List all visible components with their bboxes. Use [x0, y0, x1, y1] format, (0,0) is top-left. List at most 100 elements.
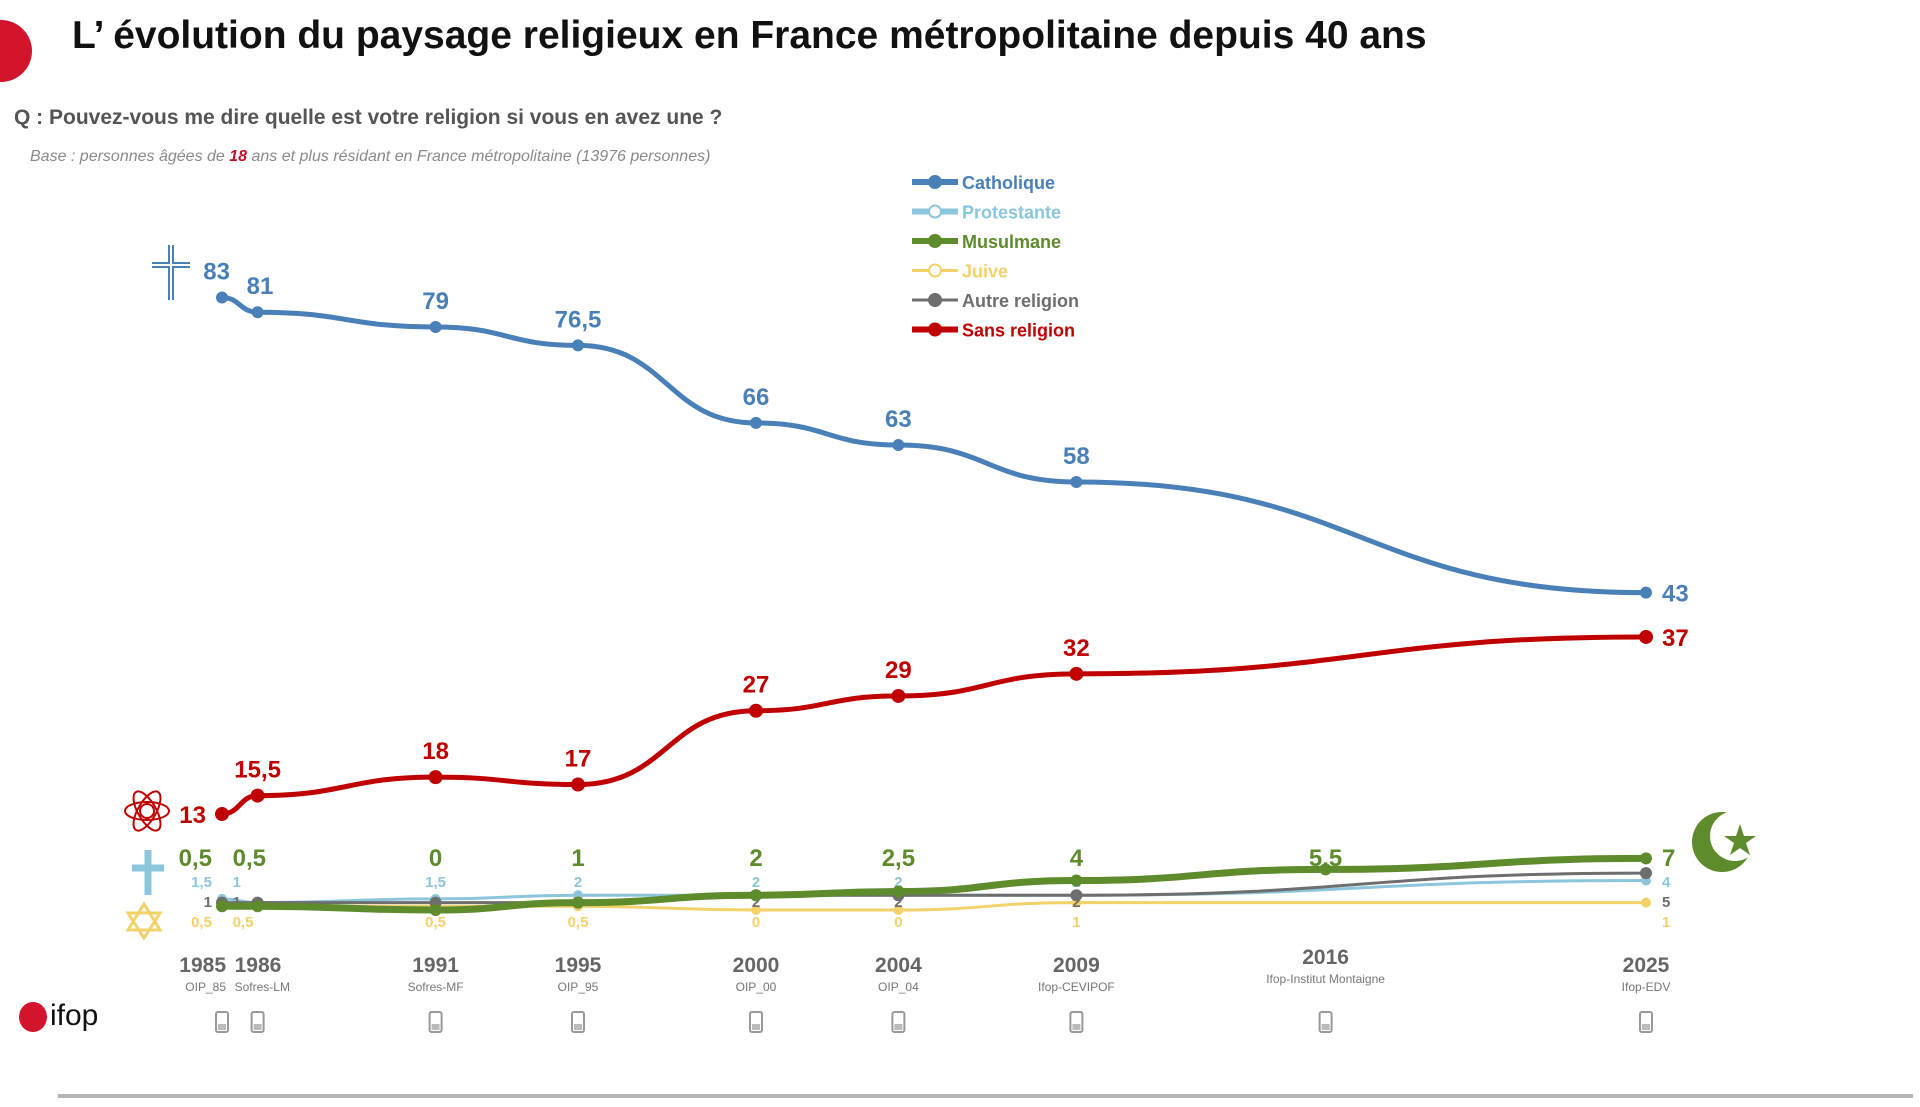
source-label: Sofres-MF [408, 980, 464, 994]
data-point [1640, 867, 1652, 880]
crescent-star [1724, 824, 1756, 855]
legend-star-of-david-icon [928, 263, 942, 278]
data-point [251, 900, 264, 913]
source-label: Ifop-Institut Montaigne [1266, 972, 1385, 986]
data-label: 29 [885, 657, 912, 684]
data-label: 76,5 [555, 306, 602, 333]
data-label: 4 [1070, 845, 1084, 872]
x-tick-label: 1995 [555, 954, 602, 977]
legend-label: Protestante [962, 203, 1061, 223]
page-title: L’ évolution du paysage religieux en Fra… [72, 14, 1427, 57]
phone-icon [891, 1011, 906, 1033]
source-label: OIP_95 [558, 980, 599, 994]
data-label: 66 [743, 384, 770, 411]
data-point [216, 291, 228, 304]
data-label: 1 [431, 894, 439, 911]
phone-icon [749, 1011, 763, 1033]
source-label: Ifop-CEVIPOF [1038, 980, 1115, 994]
data-label: 1 [204, 894, 212, 911]
phone-icon [571, 1011, 585, 1033]
phone-icon-keys [1642, 1024, 1650, 1030]
phone-icon [428, 1011, 443, 1033]
data-point [1070, 874, 1083, 887]
phone-icon-keys [218, 1024, 226, 1030]
data-point [1640, 586, 1652, 599]
data-point [429, 904, 442, 916]
data-point [892, 885, 905, 898]
data-label: 2,5 [882, 845, 915, 872]
data-label: 43 [1662, 581, 1689, 608]
legend-label: Juive [962, 262, 1008, 282]
legend-atom-icon [928, 322, 942, 337]
data-label: 0,5 [233, 914, 254, 931]
series-line-catholique [219, 294, 1649, 596]
data-point [216, 900, 228, 913]
source-label: OIP_04 [878, 980, 919, 994]
atom-orbit [132, 790, 162, 832]
footer-divider [58, 1094, 1913, 1098]
data-label: 0,5 [425, 914, 446, 931]
data-label: 27 [743, 672, 770, 699]
data-point [1319, 863, 1332, 876]
data-label: 1 [233, 874, 241, 891]
data-point [428, 770, 443, 785]
data-label: 4 [1662, 874, 1671, 891]
source-label: OIP_85 [185, 980, 226, 994]
source-label: Sofres-LM [235, 980, 290, 994]
data-point [572, 339, 584, 352]
phone-icon-keys [752, 1024, 760, 1030]
data-point [429, 320, 442, 333]
data-point [250, 788, 265, 803]
data-label: 17 [565, 746, 592, 773]
data-label: 0 [429, 845, 442, 872]
phone-icon-keys [894, 1024, 903, 1030]
atom-orbit [124, 801, 170, 821]
data-label: 0,5 [568, 914, 589, 931]
data-point [892, 439, 905, 452]
x-tick-label: 2000 [733, 954, 780, 977]
data-label: 1 [571, 845, 584, 872]
data-label: 5 [1662, 894, 1670, 911]
data-label: 58 [1063, 443, 1090, 470]
data-point [1070, 889, 1083, 902]
cross-shape [132, 850, 164, 895]
legend-label: Autre religion [962, 291, 1079, 311]
atom-orbit [132, 790, 162, 832]
x-tick-label: 2016 [1302, 946, 1349, 969]
survey-base: Base : personnes âgées de 18 ans et plus… [30, 148, 711, 165]
data-point [891, 688, 906, 703]
data-label: 0,5 [233, 845, 266, 872]
phone-icon-keys [1072, 1024, 1081, 1030]
data-label: 79 [422, 288, 449, 315]
data-label: 13 [179, 802, 206, 829]
data-point [251, 306, 264, 319]
data-point [751, 905, 761, 915]
atom-nucleus [139, 803, 155, 819]
data-point [1641, 897, 1651, 908]
data-label: 0 [752, 914, 760, 931]
phone-icon-keys [574, 1024, 582, 1030]
x-tick-label: 2009 [1053, 954, 1100, 977]
data-label: 63 [885, 406, 912, 433]
data-point [749, 703, 763, 718]
phone-icon [215, 1011, 229, 1033]
data-label: 83 [203, 258, 230, 285]
phone-icon [250, 1011, 265, 1033]
svg-text:ifop: ifop [50, 999, 98, 1032]
phone-icon-keys [431, 1024, 440, 1030]
latin-cross-icon [152, 245, 190, 300]
data-label: 1,5 [191, 874, 212, 891]
data-label: 1 [1072, 914, 1080, 931]
data-label: 2 [1072, 894, 1080, 911]
source-label: OIP_00 [736, 980, 777, 994]
x-tick-label: 1991 [412, 954, 459, 977]
data-point [1640, 852, 1652, 865]
phone-icon [1318, 1011, 1333, 1033]
series-line-sans-religion [219, 634, 1649, 817]
star-of-david-icon [125, 901, 163, 941]
x-tick-label: 2025 [1623, 954, 1670, 977]
phone-icon-keys [253, 1024, 262, 1030]
data-label: 2 [894, 874, 902, 891]
x-tick-label: 2004 [875, 954, 922, 977]
cross-icon [132, 850, 164, 895]
